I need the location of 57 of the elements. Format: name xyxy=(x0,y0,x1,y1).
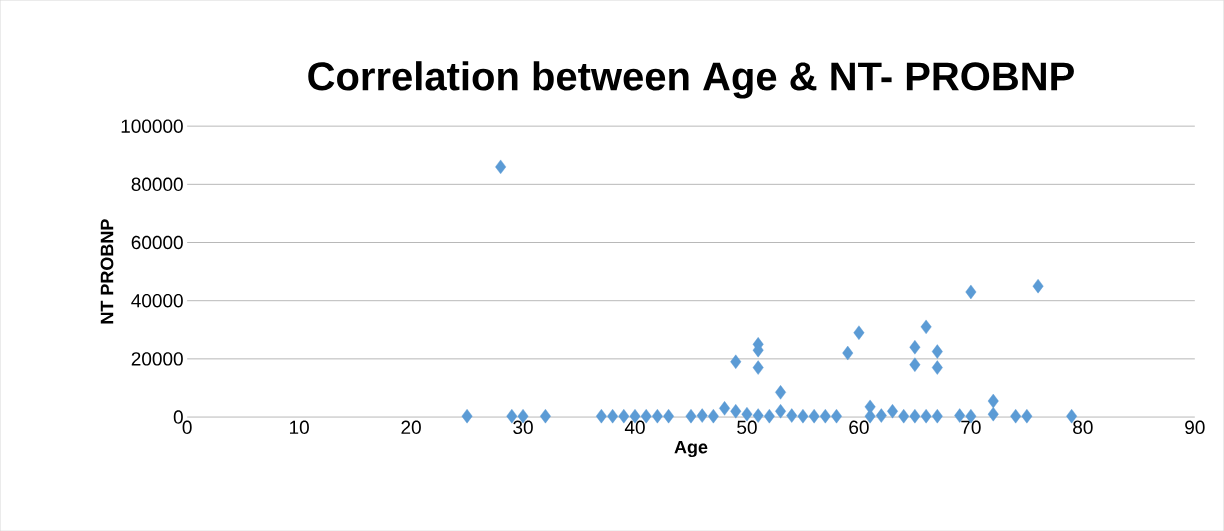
point xyxy=(819,408,831,424)
x-tick-label: 70 xyxy=(961,420,981,434)
x-tick-label: 50 xyxy=(737,420,757,434)
point xyxy=(898,408,910,424)
point xyxy=(853,325,865,340)
point xyxy=(920,408,932,424)
chart-title: Correlation between Age & NT- PROBNP xyxy=(308,61,1074,99)
point xyxy=(1010,408,1022,424)
point xyxy=(607,408,619,424)
point xyxy=(909,357,921,372)
point xyxy=(842,345,854,361)
x-axis-title: Age xyxy=(674,440,708,457)
point xyxy=(663,408,675,424)
x-tick-label: 90 xyxy=(1185,420,1205,434)
point xyxy=(539,408,551,424)
point xyxy=(461,408,473,424)
x-tick-label: 80 xyxy=(1073,420,1093,434)
y-tick-label: 40000 xyxy=(131,293,183,308)
point xyxy=(730,354,742,369)
y-tick-label: 60000 xyxy=(131,235,183,250)
point xyxy=(931,344,943,359)
point xyxy=(909,408,921,424)
y-tick-label: 100000 xyxy=(121,119,183,133)
point xyxy=(730,403,742,419)
point xyxy=(495,159,507,174)
point xyxy=(808,408,820,424)
x-tick-label: 20 xyxy=(401,420,421,434)
point xyxy=(763,408,775,424)
y-axis-title: NT PROBNP xyxy=(100,219,114,324)
point xyxy=(1032,278,1044,294)
x-tick-label: 40 xyxy=(624,420,645,434)
point xyxy=(1021,408,1033,424)
point xyxy=(920,319,932,334)
y-tick-label: 20000 xyxy=(131,352,183,366)
point xyxy=(965,284,977,300)
point xyxy=(775,385,786,400)
point xyxy=(797,408,809,424)
y-tick-label: 0 xyxy=(173,410,183,424)
point xyxy=(685,408,697,424)
point xyxy=(752,360,764,375)
point xyxy=(595,408,607,424)
point xyxy=(875,408,887,423)
point xyxy=(987,393,999,409)
point xyxy=(719,401,731,416)
point xyxy=(786,408,798,423)
point xyxy=(707,408,719,424)
x-tick-label: 60 xyxy=(849,420,869,434)
point xyxy=(931,360,943,375)
x-tick-label: 30 xyxy=(513,420,533,434)
x-tick-label: 0 xyxy=(182,420,192,434)
point xyxy=(931,408,943,424)
point xyxy=(987,406,999,422)
y-tick-label: 80000 xyxy=(131,177,183,191)
point xyxy=(651,408,663,424)
x-tick-label: 10 xyxy=(289,420,309,434)
point xyxy=(696,408,708,423)
point xyxy=(909,339,921,355)
